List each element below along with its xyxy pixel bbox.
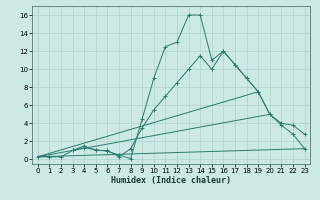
X-axis label: Humidex (Indice chaleur): Humidex (Indice chaleur) xyxy=(111,176,231,185)
